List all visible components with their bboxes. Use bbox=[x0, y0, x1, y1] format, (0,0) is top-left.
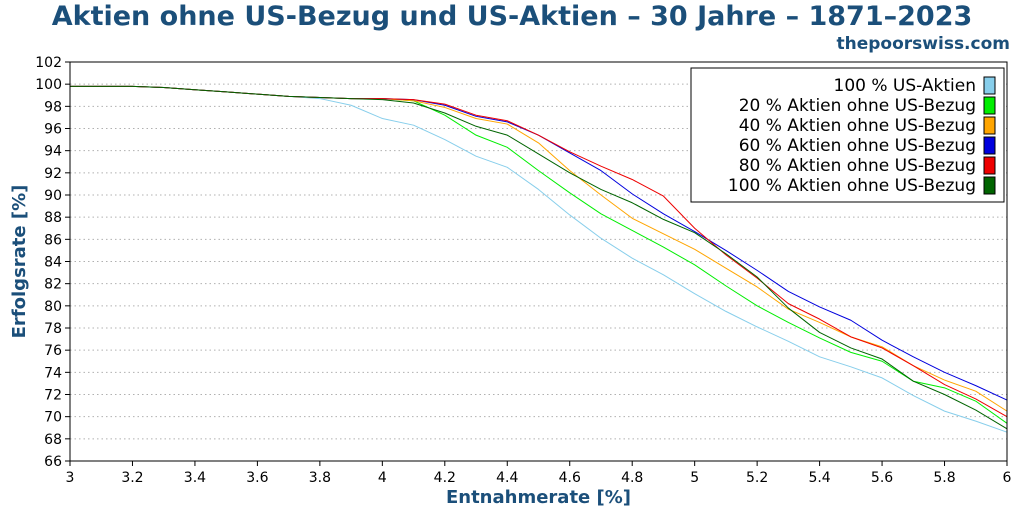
x-tick-label: 5.8 bbox=[933, 470, 955, 486]
y-tick-label: 74 bbox=[44, 365, 62, 381]
x-tick-label: 3.8 bbox=[309, 470, 331, 486]
y-tick-label: 76 bbox=[44, 343, 62, 359]
x-tick-label: 5.4 bbox=[808, 470, 830, 486]
tick-layer: 66 68 70 72 74 76 78 80 82 84 86 88 90 92 94 96 98 100 102… bbox=[35, 55, 1011, 486]
legend-swatch bbox=[983, 156, 996, 175]
legend-swatch bbox=[983, 136, 996, 155]
x-axis-title: Entnahmerate [%] bbox=[446, 487, 631, 508]
x-tick-label: 6 bbox=[1003, 470, 1012, 486]
grid-layer bbox=[70, 83, 1007, 440]
legend-swatch bbox=[983, 76, 996, 95]
y-tick-label: 78 bbox=[44, 321, 62, 337]
x-tick-label: 3.2 bbox=[121, 470, 143, 486]
x-tick-label: 4.6 bbox=[559, 470, 581, 486]
y-tick-label: 80 bbox=[44, 299, 62, 315]
legend-label: 80 % Aktien ohne US-Bezug bbox=[739, 156, 976, 176]
y-tick-label: 66 bbox=[44, 454, 62, 470]
legend-swatch bbox=[983, 176, 996, 195]
x-tick-label: 4.4 bbox=[496, 470, 518, 486]
x-tick-label: 3.6 bbox=[246, 470, 268, 486]
legend-label: 100 % US-Aktien bbox=[834, 76, 977, 96]
y-tick-label: 88 bbox=[44, 210, 62, 226]
x-tick-label: 5 bbox=[690, 470, 699, 486]
chart-title: Aktien ohne US-Bezug und US-Aktien – 30 … bbox=[51, 1, 973, 32]
y-tick-label: 100 bbox=[35, 77, 62, 93]
legend-label: 60 % Aktien ohne US-Bezug bbox=[739, 136, 976, 156]
site-credit: thepoorswiss.com bbox=[836, 34, 1011, 54]
series-line-6 bbox=[70, 85, 1008, 430]
y-axis-title: Erfolgsrate [%] bbox=[9, 185, 30, 339]
x-tick-label: 3 bbox=[66, 470, 75, 486]
legend-label: 40 % Aktien ohne US-Bezug bbox=[739, 116, 976, 136]
y-tick-label: 90 bbox=[44, 188, 62, 204]
y-tick-label: 94 bbox=[44, 144, 62, 160]
legend-box bbox=[690, 67, 1005, 203]
legend-swatch bbox=[983, 96, 996, 115]
x-tick-label: 4.2 bbox=[434, 470, 456, 486]
y-tick-label: 86 bbox=[44, 232, 62, 248]
y-tick-label: 70 bbox=[44, 410, 62, 426]
x-tick-label: 5.6 bbox=[871, 470, 893, 486]
legend-label: 20 % Aktien ohne US-Bezug bbox=[739, 96, 976, 116]
y-tick-label: 92 bbox=[44, 166, 62, 182]
legend-label: 100 % Aktien ohne US-Bezug bbox=[728, 176, 976, 196]
y-tick-label: 72 bbox=[44, 388, 62, 404]
y-tick-label: 96 bbox=[44, 122, 62, 138]
y-tick-label: 102 bbox=[35, 55, 62, 71]
x-tick-label: 5.2 bbox=[746, 470, 768, 486]
x-tick-label: 4 bbox=[378, 470, 387, 486]
y-tick-label: 68 bbox=[44, 432, 62, 448]
y-tick-label: 98 bbox=[44, 99, 62, 115]
y-tick-label: 84 bbox=[44, 255, 62, 271]
y-tick-label: 82 bbox=[44, 277, 62, 293]
series-layer bbox=[70, 85, 1008, 433]
legend-swatch bbox=[983, 116, 996, 135]
x-tick-label: 3.4 bbox=[184, 470, 206, 486]
x-tick-label: 4.8 bbox=[621, 470, 643, 486]
